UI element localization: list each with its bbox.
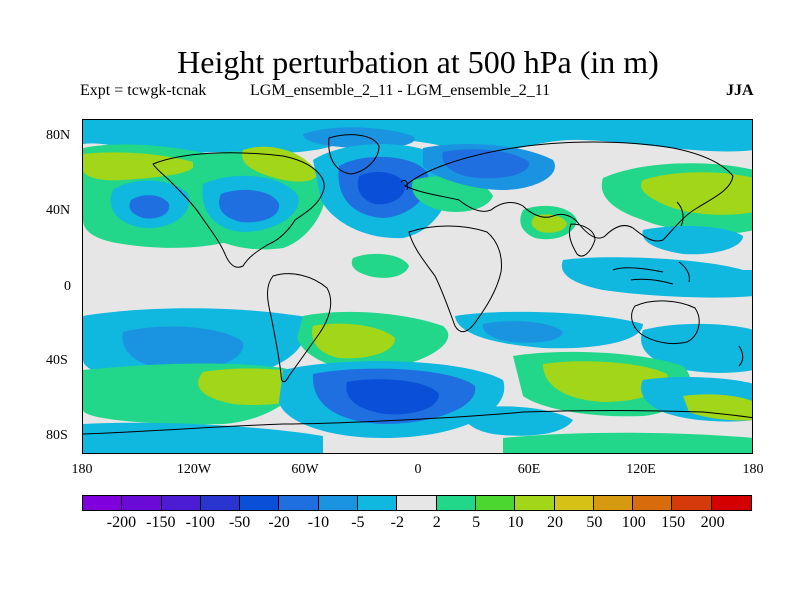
- colorbar-tick-label: 2: [432, 514, 441, 531]
- coast-greenland: [328, 134, 380, 175]
- contour-fill-npacific-low: [129, 195, 170, 219]
- colorbar-tick-label: -5: [351, 514, 365, 531]
- coast-south-america: [267, 273, 332, 383]
- colorbar-swatch: [83, 496, 123, 510]
- colorbar-swatch: [633, 496, 673, 510]
- contour-fill-spacific-blue: [122, 326, 244, 371]
- contour-fill-australia-cyan: [641, 323, 752, 373]
- colorbar-tick-label: 100: [621, 514, 646, 531]
- coast-africa: [408, 225, 502, 333]
- contour-fill-asia-lime: [641, 172, 752, 215]
- contour-fill-antarctic-core: [346, 379, 439, 415]
- lat-label-80s: 80S: [46, 428, 68, 443]
- contour-fill-namerica-low: [219, 189, 280, 223]
- colorbar-tick-label: -10: [307, 514, 330, 531]
- coast-australia: [631, 300, 700, 345]
- lat-label-80n: 80N: [46, 128, 71, 143]
- contour-fill-satlantic-lime: [312, 323, 395, 359]
- map-panel: [82, 119, 753, 454]
- contour-fill-sindian-blue: [482, 321, 563, 343]
- colorbar-tick-label: -200: [106, 514, 137, 531]
- lon-label-120e: 120E: [626, 462, 656, 477]
- colorbar-tick-label: 20: [546, 514, 563, 531]
- contour-fill-asia-cyan: [642, 226, 743, 255]
- colorbar-swatch: [240, 496, 280, 510]
- contour-fill-natlantic-core: [357, 171, 406, 205]
- lat-label-eq: 0: [64, 279, 71, 294]
- colorbar-tick-label: -2: [390, 514, 404, 531]
- plot-title: Height perturbation at 500 hPa (in m): [177, 44, 659, 80]
- coast-eurasia: [404, 141, 734, 242]
- contour-map: [83, 120, 752, 453]
- colorbar-swatch: [161, 496, 201, 510]
- coast-india: [568, 223, 596, 257]
- contour-fill-antarctic-bottom-right: [503, 432, 752, 453]
- colorbar-tick-label: 10: [507, 514, 524, 531]
- lon-label-60w: 60W: [291, 462, 319, 477]
- colorbar-swatch: [397, 496, 437, 510]
- colorbar-swatch: [318, 496, 359, 510]
- colorbar-tick-label: 200: [700, 514, 725, 531]
- colorbar-swatch: [593, 496, 634, 510]
- lon-label-180e: 180: [742, 462, 764, 477]
- coast-japan: [676, 201, 684, 227]
- colorbar-swatch: [711, 496, 752, 510]
- contour-fill-antarctic-bottom-cyan: [83, 422, 323, 453]
- lon-label-60e: 60E: [517, 462, 541, 477]
- coastlines: [83, 134, 752, 435]
- contour-fill-seindian-lime: [683, 394, 752, 421]
- coast-uk: [400, 179, 408, 191]
- colorbar-swatch: [554, 496, 594, 510]
- colorbar-swatch: [279, 496, 319, 510]
- colorbar-tick-label: 150: [661, 514, 686, 531]
- colorbar-tick-label: 50: [586, 514, 603, 531]
- contour-fill-hudson-lime: [241, 146, 318, 182]
- lon-label-0: 0: [414, 462, 422, 477]
- season-label: JJA: [726, 82, 754, 99]
- colorbar-swatch: [475, 496, 516, 510]
- coast-antarctica: [83, 410, 752, 435]
- lat-label-40n: 40N: [46, 203, 71, 218]
- contour-fill-eantarctic-cyan: [462, 406, 573, 436]
- contour-fill-arctic-core: [303, 127, 415, 149]
- colorbar-swatch: [358, 496, 398, 510]
- contour-fill-tropic-cyan: [561, 257, 752, 298]
- colorbar-swatch: [200, 496, 241, 510]
- colorbar-tick-label: -100: [185, 514, 215, 531]
- experiment-label: Expt = tcwgk-tcnak: [80, 82, 207, 99]
- colorbar-tick-label: -150: [146, 514, 176, 531]
- colorbar-tick-label: -50: [228, 514, 251, 531]
- contour-fill-tropic-green: [351, 253, 409, 278]
- colorbar-labels: -200 -150 -100 -50 -20 -10 -5 -2 2 5 10 20 50 100 150 2…: [82, 514, 754, 534]
- colorbar-swatch: [122, 496, 162, 510]
- colorbar-swatch: [436, 496, 476, 510]
- colorbar-swatch: [672, 496, 712, 510]
- lon-label-120w: 120W: [176, 462, 212, 477]
- contour-fill-arctic: [83, 120, 752, 155]
- lon-label-180w: 180: [71, 462, 93, 477]
- colorbar-swatch: [515, 496, 555, 510]
- comparison-label: LGM_ensemble_2_11 - LGM_ensemble_2_11: [250, 82, 551, 99]
- contour-fill-mideast-lime: [531, 214, 567, 233]
- coast-indonesia: [612, 261, 690, 285]
- colorbar: [82, 495, 752, 511]
- contour-fill-siberia-core: [442, 149, 530, 179]
- lat-label-40s: 40S: [46, 353, 68, 368]
- colorbar-tick-label: 5: [472, 514, 481, 531]
- colorbar-tick-label: -20: [268, 514, 290, 531]
- contour-fill-eantarctic-lime: [543, 361, 668, 402]
- coast-north-america: [152, 152, 325, 268]
- coast-new-zealand: [738, 345, 744, 367]
